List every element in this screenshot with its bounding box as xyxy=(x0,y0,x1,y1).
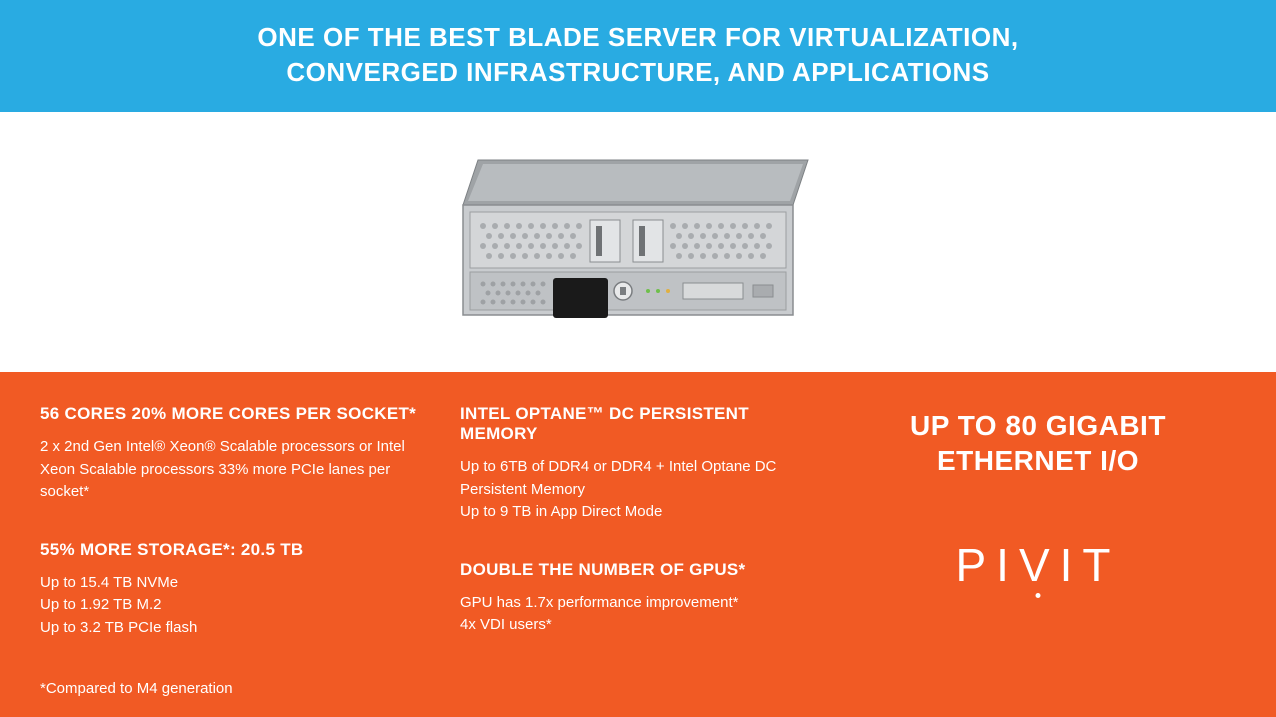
blade-server-illustration xyxy=(448,150,828,335)
feature-cores-title: 56 CORES 20% MORE CORES PER SOCKET* xyxy=(40,404,430,424)
feature-cores: 56 CORES 20% MORE CORES PER SOCKET* 2 x … xyxy=(40,404,430,504)
feature-gpus: DOUBLE THE NUMBER OF GPUS* GPU has 1.7x … xyxy=(460,560,820,637)
feature-storage-body: Up to 15.4 TB NVMe Up to 1.92 TB M.2 Up … xyxy=(40,572,430,640)
headline-line2: CONVERGED INFRASTRUCTURE, AND APPLICATIO… xyxy=(0,55,1276,90)
comparison-footnote: *Compared to M4 generation xyxy=(40,680,233,697)
ethernet-headline-line1: UP TO 80 GIGABIT xyxy=(910,408,1166,443)
features-column-middle: INTEL OPTANE™ DC PERSISTENT MEMORY Up to… xyxy=(460,404,840,697)
pivit-logo-dot-icon xyxy=(1036,593,1041,598)
feature-gpus-title: DOUBLE THE NUMBER OF GPUS* xyxy=(460,560,820,580)
feature-memory-title: INTEL OPTANE™ DC PERSISTENT MEMORY xyxy=(460,404,820,444)
features-panel: 56 CORES 20% MORE CORES PER SOCKET* 2 x … xyxy=(0,372,1276,717)
headline-banner: ONE OF THE BEST BLADE SERVER FOR VIRTUAL… xyxy=(0,0,1276,112)
ethernet-headline-line2: ETHERNET I/O xyxy=(910,443,1166,478)
pivit-logo: PIVIT xyxy=(955,538,1120,592)
headline-line1: ONE OF THE BEST BLADE SERVER FOR VIRTUAL… xyxy=(0,20,1276,55)
feature-cores-body: 2 x 2nd Gen Intel® Xeon® Scalable proces… xyxy=(40,436,430,504)
feature-memory: INTEL OPTANE™ DC PERSISTENT MEMORY Up to… xyxy=(460,404,820,524)
feature-gpus-body: GPU has 1.7x performance improvement* 4x… xyxy=(460,592,820,637)
ethernet-headline: UP TO 80 GIGABIT ETHERNET I/O xyxy=(910,408,1166,478)
pivit-logo-text: PIVIT xyxy=(955,538,1120,592)
features-column-right: UP TO 80 GIGABIT ETHERNET I/O PIVIT xyxy=(840,404,1236,697)
product-image-area xyxy=(0,112,1276,372)
feature-storage-title: 55% MORE STORAGE*: 20.5 TB xyxy=(40,540,430,560)
features-column-left: 56 CORES 20% MORE CORES PER SOCKET* 2 x … xyxy=(40,404,460,697)
feature-storage: 55% MORE STORAGE*: 20.5 TB Up to 15.4 TB… xyxy=(40,540,430,640)
feature-memory-body: Up to 6TB of DDR4 or DDR4 + Intel Optane… xyxy=(460,456,820,524)
